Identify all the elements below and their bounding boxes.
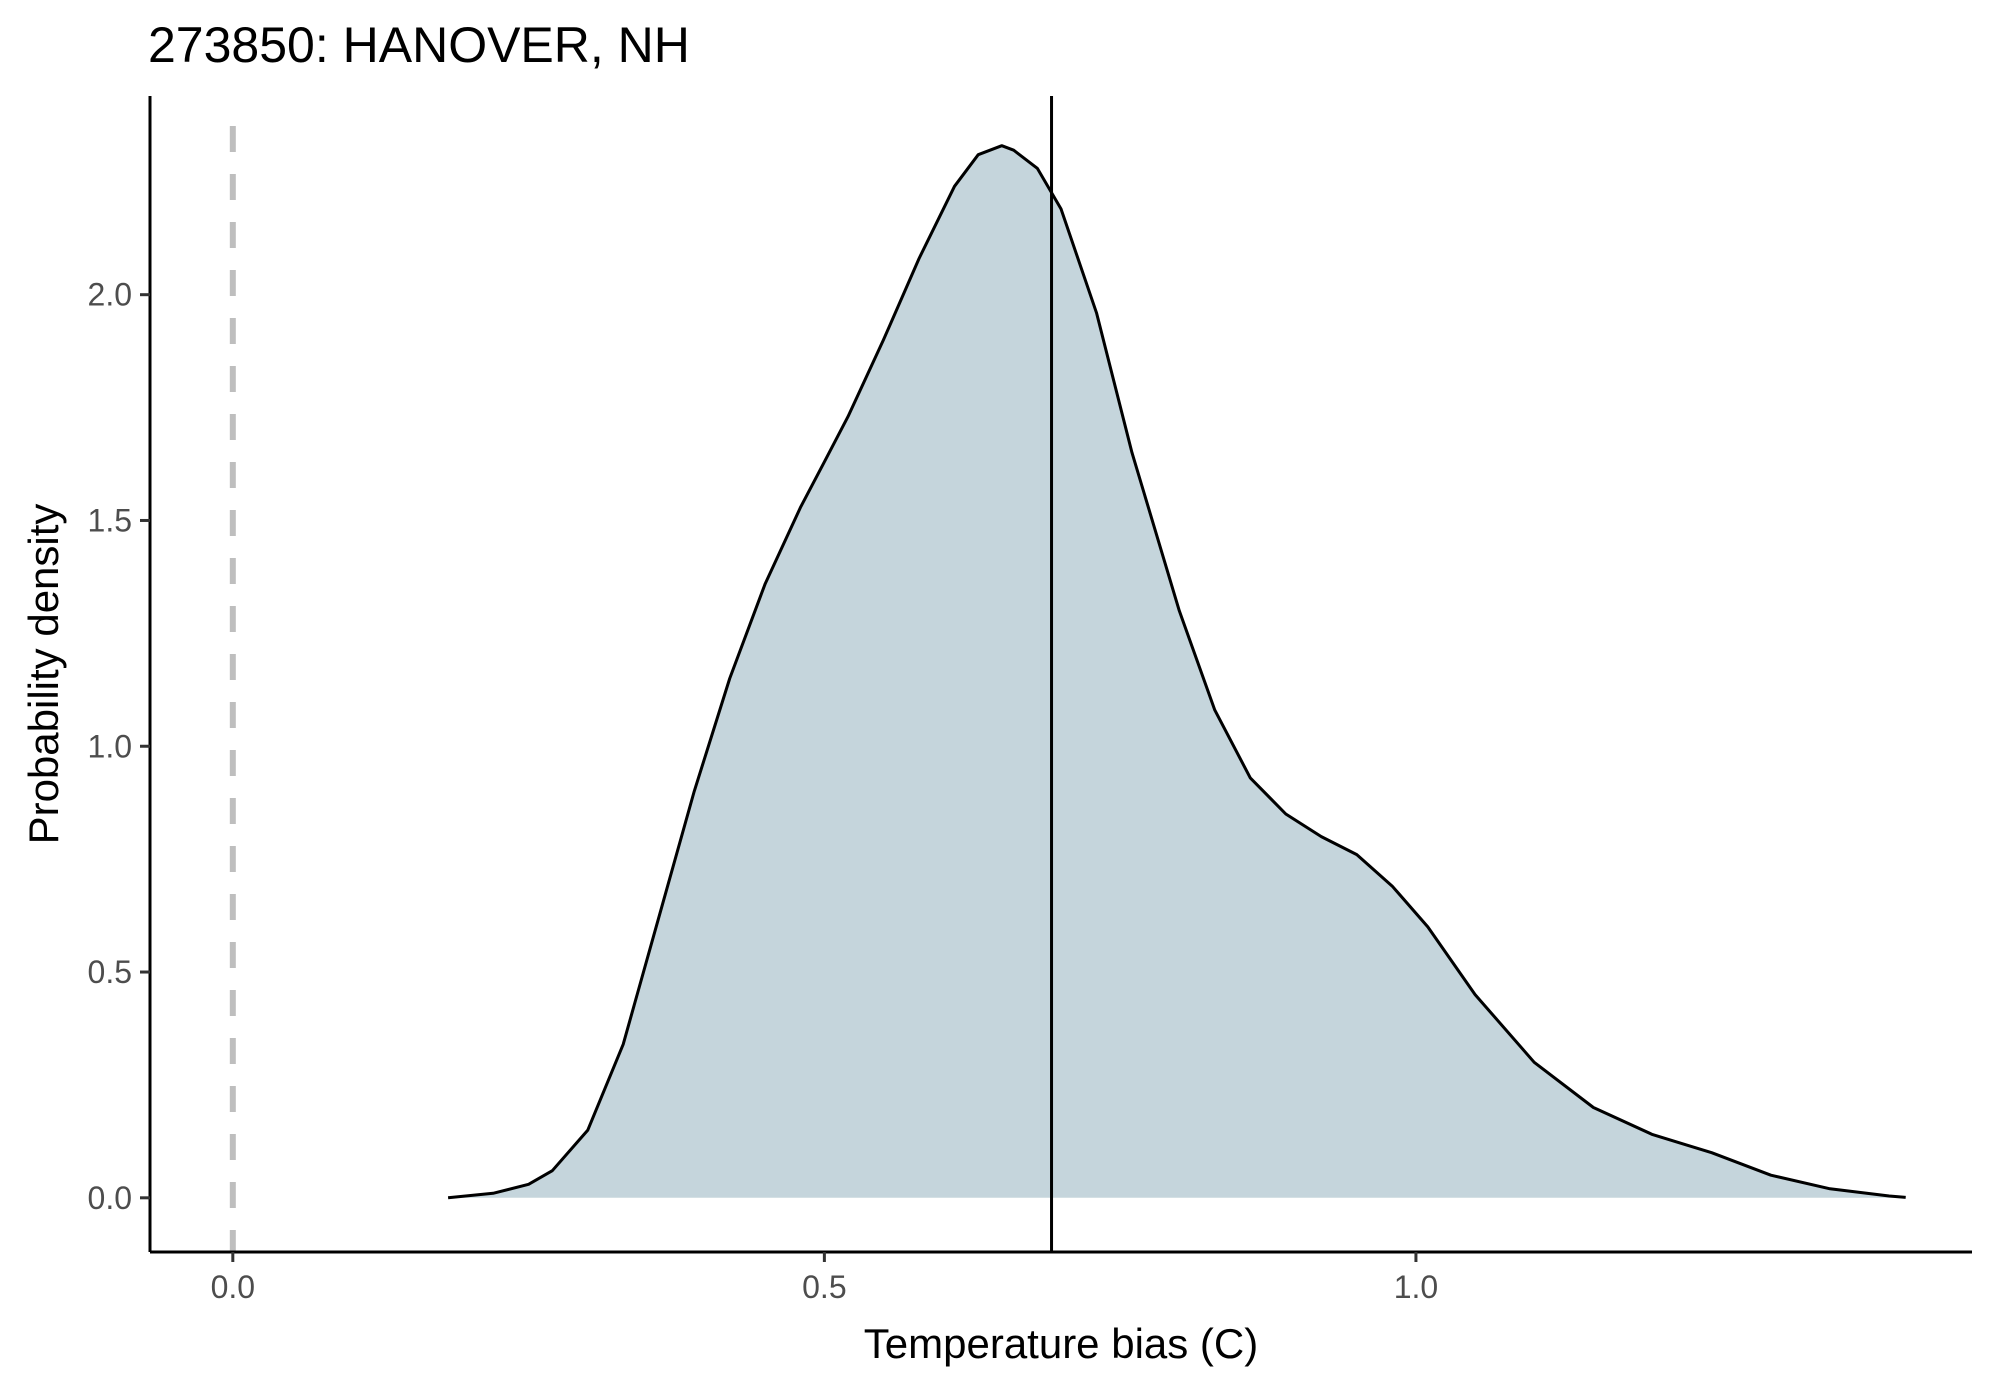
x-axis-title: Temperature bias (C) bbox=[864, 1320, 1258, 1367]
chart-title: 273850: HANOVER, NH bbox=[148, 17, 690, 73]
y-tick-label: 2.0 bbox=[88, 277, 132, 313]
y-tick-label: 1.0 bbox=[88, 728, 132, 764]
x-tick-label: 1.0 bbox=[1394, 1269, 1438, 1305]
density-area bbox=[448, 145, 1906, 1198]
y-tick-label: 0.0 bbox=[88, 1180, 132, 1216]
y-tick-label: 1.5 bbox=[88, 502, 132, 538]
y-axis-title: Probability density bbox=[20, 504, 67, 845]
x-tick-label: 0.0 bbox=[211, 1269, 255, 1305]
x-tick-label: 0.5 bbox=[802, 1269, 846, 1305]
y-tick-label: 0.5 bbox=[88, 954, 132, 990]
axes: 0.0 0.5 1.0 0.0 0.5 1.0 1.5 2.0 bbox=[88, 96, 1972, 1305]
plot-area bbox=[229, 96, 1906, 1252]
density-line bbox=[447, 144, 1906, 1200]
